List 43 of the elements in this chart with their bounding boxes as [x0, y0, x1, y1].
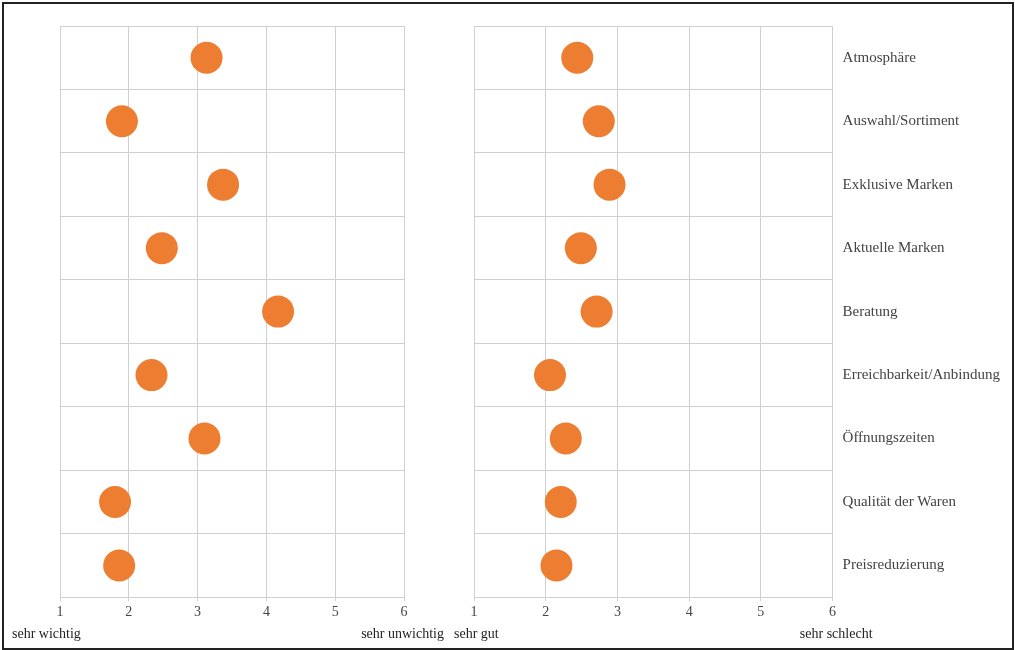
- point: [145, 232, 178, 265]
- text: sehr wichtig: [12, 625, 81, 641]
- y-tick-label: Qualität der Waren: [842, 492, 957, 509]
- point: [580, 295, 613, 328]
- x-tick-label: 5: [757, 604, 765, 620]
- text: sehr unwichtig: [361, 625, 444, 641]
- point: [561, 41, 594, 74]
- x-tick-label: 1: [56, 604, 64, 620]
- point: [207, 168, 240, 201]
- point: [564, 232, 597, 265]
- point: [135, 359, 168, 392]
- x-tick-label: 6: [400, 604, 408, 620]
- point: [540, 549, 573, 582]
- y-tick-label: Öffnungszeiten: [842, 429, 936, 446]
- point: [99, 486, 132, 518]
- y-tick-label: Preisreduzierung: [842, 556, 945, 573]
- text: sehr gut: [454, 625, 499, 641]
- point: [262, 295, 295, 328]
- y-tick-label: Erreichbarkeit/Anbindung: [842, 366, 1001, 382]
- x-tick-label: 4: [262, 604, 270, 620]
- point: [582, 105, 615, 138]
- point: [190, 41, 223, 74]
- point: [103, 549, 136, 582]
- x-tick-label: 3: [194, 604, 202, 620]
- x-tick-label: 5: [331, 604, 339, 620]
- x-tick-label: 3: [613, 604, 621, 620]
- point: [105, 105, 138, 138]
- x-tick-label: 2: [125, 604, 133, 620]
- point: [549, 422, 582, 455]
- point: [534, 359, 567, 392]
- y-tick-label: Aktuelle Marken: [842, 239, 946, 256]
- x-tick-label: 4: [685, 604, 693, 620]
- point: [593, 168, 626, 201]
- y-tick-label: Auswahl/Sortiment: [842, 112, 961, 129]
- x-tick-label: 2: [542, 604, 550, 620]
- y-tick-label: Beratung: [842, 302, 899, 319]
- point: [544, 486, 577, 518]
- x-tick-label: 6: [829, 604, 837, 620]
- y-tick-label: Atmosphäre: [842, 48, 917, 65]
- x-tick-label: 1: [470, 604, 478, 620]
- text: sehr schlecht: [799, 625, 873, 641]
- point: [188, 422, 221, 455]
- y-tick-label: Exklusive Marken: [842, 175, 954, 192]
